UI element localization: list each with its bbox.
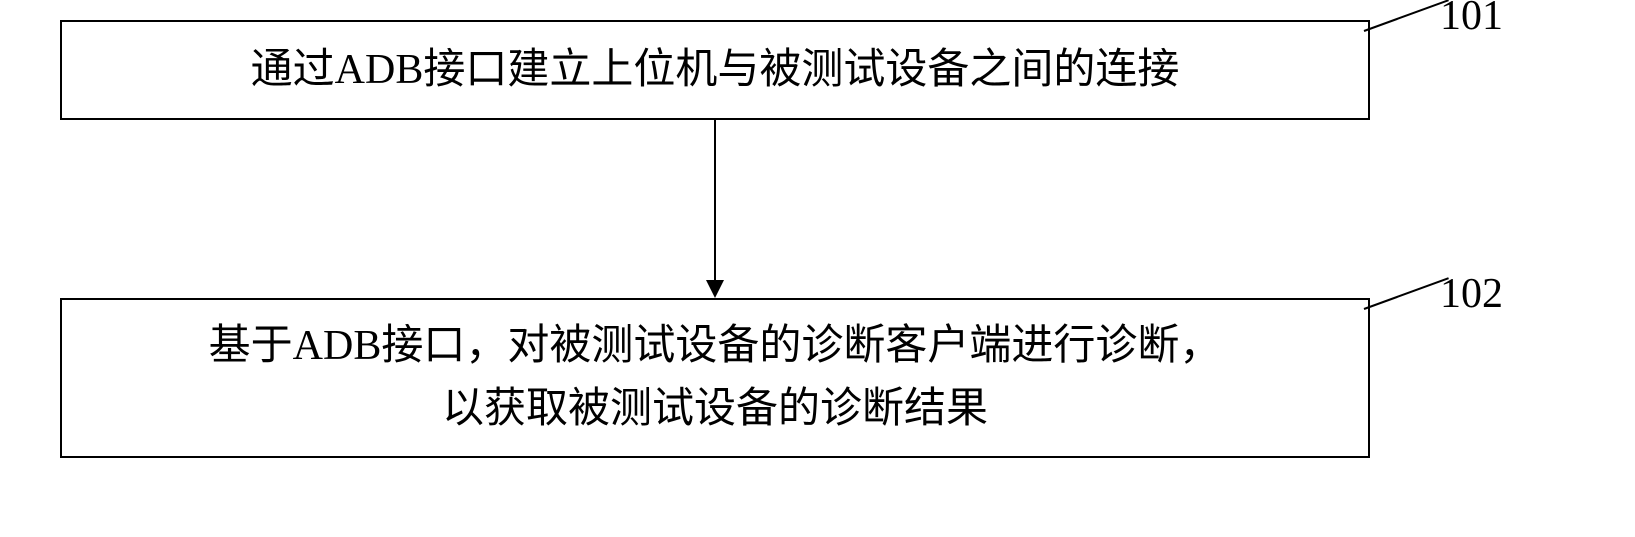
node-102-line: 以获取被测试设备的诊断结果 — [442, 378, 988, 441]
edge-101-102 — [60, 120, 1370, 298]
flowchart-container: 通过ADB接口建立上位机与被测试设备之间的连接101 基于ADB接口，对被测试设备… — [60, 20, 1560, 458]
node-101-label-connector — [1364, 0, 1449, 32]
arrow-head-icon — [706, 280, 724, 298]
node-102-label-connector — [1364, 277, 1449, 310]
node-101-line: 通过ADB接口建立上位机与被测试设备之间的连接 — [251, 39, 1180, 102]
node-102: 基于ADB接口，对被测试设备的诊断客户端进行诊断，以获取被测试设备的诊断结果 — [60, 298, 1370, 458]
node-102-label: 102 — [1440, 270, 1503, 318]
node-101-wrapper: 通过ADB接口建立上位机与被测试设备之间的连接101 — [60, 20, 1560, 120]
node-101-label: 101 — [1440, 0, 1503, 40]
node-102-line: 基于ADB接口，对被测试设备的诊断客户端进行诊断， — [209, 315, 1222, 378]
edge-line — [714, 120, 716, 280]
node-102-wrapper: 基于ADB接口，对被测试设备的诊断客户端进行诊断，以获取被测试设备的诊断结果10… — [60, 298, 1560, 458]
node-101: 通过ADB接口建立上位机与被测试设备之间的连接 — [60, 20, 1370, 120]
